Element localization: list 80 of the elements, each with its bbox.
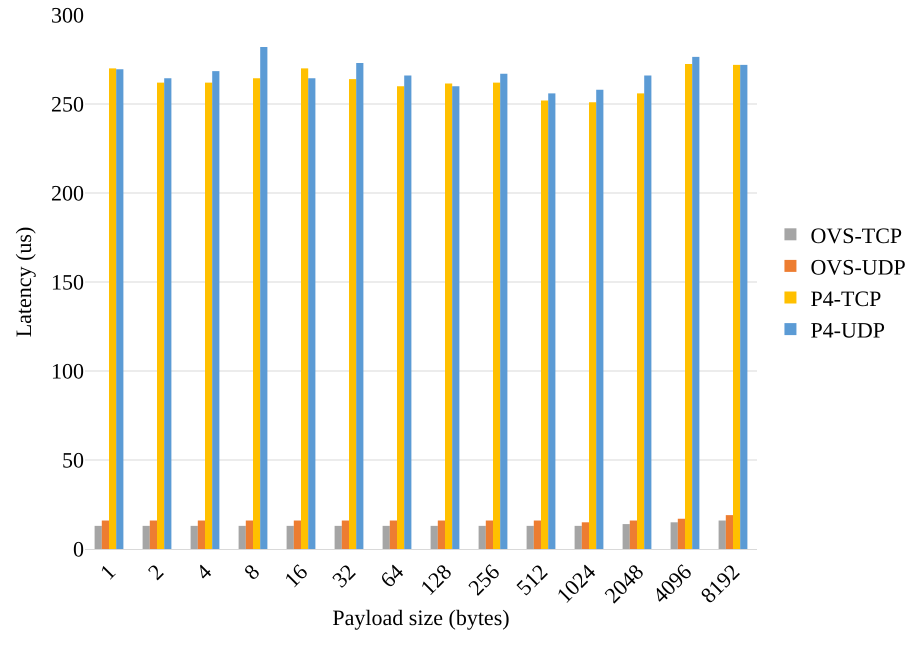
bar: [582, 522, 589, 549]
bar: [142, 526, 150, 549]
bar: [534, 520, 541, 549]
y-axis-title: Latency (us): [11, 226, 36, 338]
bar: [452, 86, 460, 549]
bar: [286, 526, 294, 549]
bar: [190, 526, 198, 549]
bar: [397, 86, 404, 549]
bar: [102, 520, 109, 549]
bar: [500, 74, 508, 549]
bar: [205, 82, 212, 549]
bar: [644, 76, 652, 549]
bar: [150, 520, 157, 549]
y-tick-label: 100: [51, 358, 84, 384]
x-tick-label: 2: [142, 559, 168, 584]
legend-label: P4-TCP: [810, 286, 882, 312]
y-tick-label: 200: [51, 180, 84, 206]
bar: [116, 69, 124, 549]
bar: [212, 71, 220, 549]
x-tick-label: 64: [375, 559, 408, 592]
bar: [308, 78, 316, 549]
y-tick-label: 300: [51, 2, 84, 28]
bar: [342, 520, 349, 549]
bar: [589, 102, 596, 549]
x-tick-label: 32: [327, 559, 360, 592]
bar: [94, 526, 102, 549]
legend-label: OVS-TCP: [810, 222, 902, 248]
bar: [253, 78, 260, 549]
bar: [733, 64, 740, 549]
bar: [718, 520, 726, 549]
bar: [356, 63, 364, 549]
bar: [445, 84, 452, 549]
bar: [246, 520, 253, 549]
x-tick-label: 8192: [696, 559, 744, 608]
bar: [334, 526, 342, 549]
bar: [630, 520, 637, 549]
y-tick-label: 150: [51, 270, 84, 295]
y-tick-label: 250: [51, 92, 84, 117]
x-tick-label: 256: [463, 559, 504, 600]
bar: [526, 526, 534, 549]
bar: [596, 90, 604, 549]
y-tick-label: 0: [73, 536, 84, 562]
bar: [198, 520, 205, 549]
bar: [109, 68, 116, 549]
bar: [541, 100, 548, 549]
bar: [486, 520, 493, 549]
bar: [430, 526, 438, 549]
x-axis-title: Payload size (bytes): [332, 605, 510, 630]
bar: [493, 82, 500, 549]
bar: [740, 64, 748, 549]
bar: [382, 526, 390, 549]
x-tick-label: 8: [238, 559, 264, 584]
bar: [404, 76, 412, 549]
bar: [301, 68, 308, 549]
y-tick-label: 50: [62, 448, 84, 473]
bar: [238, 526, 246, 549]
x-tick-label: 1: [94, 559, 120, 584]
bar: [294, 520, 301, 549]
bar: [574, 526, 582, 549]
bar: [678, 518, 685, 549]
bar: [726, 515, 733, 549]
bar: [478, 526, 486, 549]
x-tick-label: 4: [190, 559, 216, 584]
bar: [692, 56, 700, 549]
x-tick-label: 512: [511, 559, 552, 600]
legend-label: P4-UDP: [810, 318, 886, 343]
x-tick-label: 16: [279, 559, 312, 592]
legend-label: OVS-UDP: [810, 254, 906, 280]
bar: [157, 82, 164, 549]
bar: [438, 520, 445, 549]
bar: [548, 93, 556, 549]
bar: [260, 47, 268, 549]
bar: [349, 79, 356, 549]
bar: [637, 93, 644, 549]
bar: [670, 522, 678, 549]
bar: [390, 520, 397, 549]
bar: [164, 78, 172, 549]
bar: [622, 524, 630, 549]
x-tick-label: 128: [415, 559, 456, 600]
bar: [685, 64, 692, 549]
